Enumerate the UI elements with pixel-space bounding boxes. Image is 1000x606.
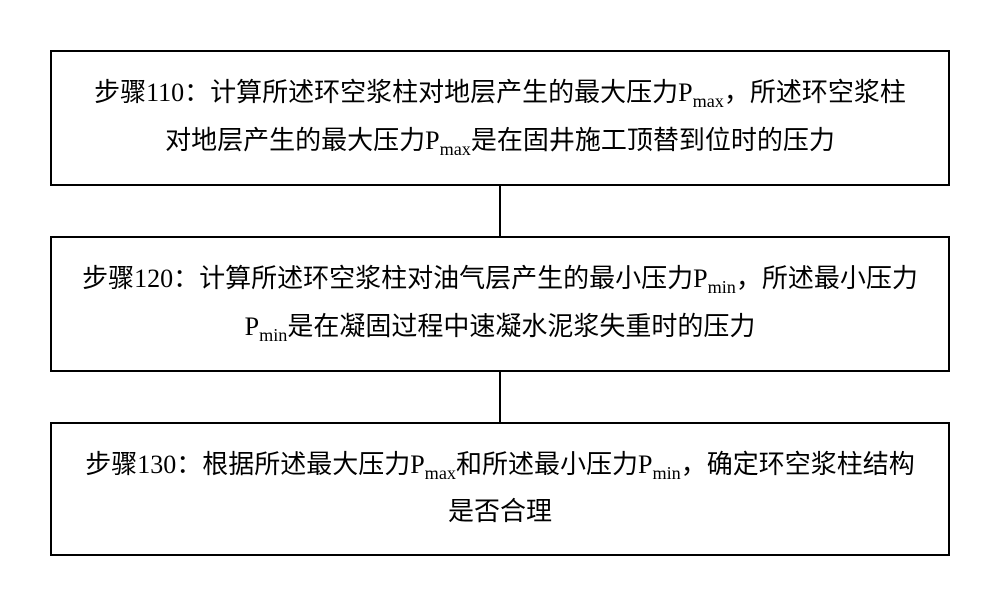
step-120-suffix: 是在凝固过程中速凝水泥浆失重时的压力 <box>287 312 755 341</box>
subscript-max: max <box>440 139 471 159</box>
step-120-text: 步骤120：计算所述环空浆柱对油气层产生的最小压力Pmin，所述最小压力Pmin… <box>82 264 918 341</box>
subscript-min: min <box>259 325 287 345</box>
connector-1 <box>499 186 501 236</box>
step-130-box: 步骤130：根据所述最大压力Pmax和所述最小压力Pmin，确定环空浆柱结构是否… <box>50 422 950 557</box>
step-110-prefix: 步骤110：计算所述环空浆柱对地层产生的最大压力P <box>94 78 693 107</box>
subscript-min: min <box>708 277 736 297</box>
step-130-text: 步骤130：根据所述最大压力Pmax和所述最小压力Pmin，确定环空浆柱结构是否… <box>85 450 915 527</box>
step-120-box: 步骤120：计算所述环空浆柱对油气层产生的最小压力Pmin，所述最小压力Pmin… <box>50 236 950 372</box>
step-130-middle: 和所述最小压力P <box>456 450 652 479</box>
subscript-max: max <box>693 91 724 111</box>
step-120-prefix: 步骤120：计算所述环空浆柱对油气层产生的最小压力P <box>82 264 707 293</box>
subscript-min: min <box>652 463 680 483</box>
step-110-box: 步骤110：计算所述环空浆柱对地层产生的最大压力Pmax，所述环空浆柱对地层产生… <box>50 50 950 186</box>
step-130-prefix: 步骤130：根据所述最大压力P <box>85 450 424 479</box>
step-110-text: 步骤110：计算所述环空浆柱对地层产生的最大压力Pmax，所述环空浆柱对地层产生… <box>94 78 906 155</box>
connector-2 <box>499 372 501 422</box>
step-110-suffix: 是在固井施工顶替到位时的压力 <box>471 126 835 155</box>
subscript-max: max <box>425 463 456 483</box>
